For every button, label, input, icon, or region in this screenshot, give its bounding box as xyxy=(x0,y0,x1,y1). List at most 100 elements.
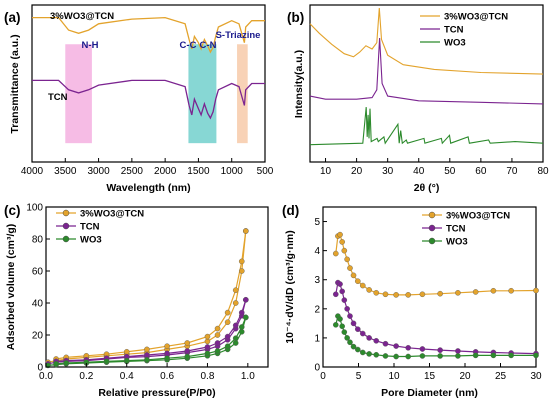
panel-d-ytick-label: 0 xyxy=(314,363,320,374)
panel-a-xtick-label: 2500 xyxy=(121,166,144,177)
panel-c-xtick-label: 1.0 xyxy=(241,371,255,382)
panel-c-ytick-label: 80 xyxy=(32,235,44,246)
psd-point-tcn xyxy=(373,338,380,344)
panel-c-xtick-label: 0.0 xyxy=(39,371,53,382)
band-s-triazine xyxy=(237,44,248,144)
psd-point-wo3 xyxy=(419,353,426,359)
psd-point-composite xyxy=(419,291,426,298)
isotherm-point-tcn xyxy=(204,344,211,350)
panel-d-xtick-label: 15 xyxy=(424,371,436,382)
psd-point-wo3 xyxy=(393,353,399,360)
panel-a: 4000 3500 3000 2500 2000 1500 1000 500 (a) Wave… xyxy=(4,4,274,194)
isotherm-point-composite xyxy=(123,348,130,355)
panel-a-ylabel: Transmittance (a.u.) xyxy=(9,34,21,133)
psd-point-composite xyxy=(354,278,361,284)
psd-point-tcn xyxy=(393,343,399,349)
panel-d-xtick-label: 20 xyxy=(459,371,471,382)
panel-a-xtick-label: 1000 xyxy=(221,166,244,177)
panel-c-xtick-label: 0.2 xyxy=(79,371,93,382)
panel-d-ytick-label: 3 xyxy=(314,275,320,286)
isotherm-point-wo3 xyxy=(238,324,245,330)
panel-c-legend-marker xyxy=(62,235,70,243)
isotherm-point-composite xyxy=(204,333,211,340)
isotherm-point-composite xyxy=(214,332,221,338)
panel-a-xtick-label: 3500 xyxy=(54,166,77,177)
panel-d-legend-marker xyxy=(428,224,436,232)
psd-point-wo3 xyxy=(490,352,497,359)
panel-c-xtick-label: 0.6 xyxy=(160,371,174,382)
panel-a-xtick-label: 3000 xyxy=(87,166,110,177)
isotherm-point-composite xyxy=(232,287,239,294)
panel-c-frame xyxy=(45,206,269,368)
psd-point-tcn xyxy=(405,344,412,351)
panel-a-label-composite: 3%WO3@TCN xyxy=(50,11,114,22)
panel-d-xtick-label: 0 xyxy=(320,371,326,382)
psd-point-wo3 xyxy=(405,353,412,360)
psd-point-tcn xyxy=(366,335,372,341)
psd-point-composite xyxy=(472,289,479,295)
isotherm-point-composite xyxy=(232,300,239,306)
isotherm-point-composite xyxy=(204,338,211,345)
panel-d-xtick-label: 5 xyxy=(356,371,362,382)
panel-c-ytick-label: 20 xyxy=(32,331,44,342)
panel-b-label: (b) xyxy=(287,10,304,25)
panel-d-ylabel: 10⁻⁴·dV/dD (cm³/g·nm) xyxy=(284,230,296,343)
panel-b-xtick-label: 50 xyxy=(444,166,456,177)
psd-point-wo3 xyxy=(366,351,372,357)
annotation-nh: N-H xyxy=(82,40,99,51)
psd-point-composite xyxy=(437,290,443,297)
isotherm-point-tcn xyxy=(214,340,221,346)
psd-point-tcn xyxy=(341,297,348,303)
panel-b-xtick-label: 20 xyxy=(351,166,363,177)
panel-d-label: (d) xyxy=(282,203,299,218)
isotherm-point-composite xyxy=(238,258,245,265)
panel-b-xtick-label: 10 xyxy=(320,166,332,177)
panel-d: 0 5 10 15 20 25 30 0 1 2 3 4 5 (d) Pore Diameter (nm… xyxy=(282,203,542,399)
psd-point-tcn xyxy=(382,340,389,347)
psd-point-wo3 xyxy=(472,352,479,359)
annotation-s-triazine: S-Triazine xyxy=(216,30,261,41)
psd-point-wo3 xyxy=(373,351,380,358)
isotherm-point-wo3 xyxy=(232,335,239,342)
isotherm-point-wo3 xyxy=(224,343,231,350)
panel-c-legend-label: 3%WO3@TCN xyxy=(80,209,144,220)
psd-point-wo3 xyxy=(437,353,443,359)
psd-point-wo3 xyxy=(332,322,339,328)
panel-b: 10 20 30 40 50 60 70 80 (b) 2θ (°) Intensity(a.… xyxy=(287,4,549,194)
panel-b-xtick-label: 70 xyxy=(506,166,518,177)
isotherm-point-wo3 xyxy=(204,350,211,357)
isotherm-point-composite xyxy=(238,268,245,274)
isotherm-point-wo3 xyxy=(214,348,221,354)
panel-c-ylabel: Adsorbed volume (cm³/g) xyxy=(5,224,17,351)
isotherm-point-tcn xyxy=(184,348,191,354)
isotherm-point-tcn xyxy=(238,309,245,316)
panel-b-xtick-label: 80 xyxy=(537,166,549,177)
psd-point-wo3 xyxy=(382,353,389,359)
psd-point-wo3 xyxy=(347,339,353,346)
isotherm-point-wo3 xyxy=(53,360,59,367)
psd-point-composite xyxy=(337,231,343,238)
panel-a-xtick-label: 2000 xyxy=(154,166,177,177)
psd-point-wo3 xyxy=(354,346,361,353)
psd-point-composite xyxy=(339,239,345,245)
panel-d-ytick-label: 5 xyxy=(314,217,320,228)
psd-point-wo3 xyxy=(350,343,357,350)
isotherm-point-tcn xyxy=(224,333,231,340)
panel-a-xtick-label: 4000 xyxy=(21,166,44,177)
panel-c-xlabel: Relative pressure(P/P0) xyxy=(98,387,215,399)
psd-point-composite xyxy=(490,287,497,294)
psd-point-tcn xyxy=(419,346,426,352)
psd-point-tcn xyxy=(354,326,361,332)
psd-point-wo3 xyxy=(533,352,539,359)
psd-point-composite xyxy=(382,291,389,298)
psd-point-tcn xyxy=(359,330,366,337)
isotherm-point-tcn xyxy=(232,322,239,329)
psd-point-composite xyxy=(359,282,366,289)
psd-point-composite xyxy=(405,292,412,298)
panel-d-legend-label: 3%WO3@TCN xyxy=(446,211,510,222)
isotherm-point-tcn xyxy=(144,352,150,358)
psd-point-wo3 xyxy=(339,323,345,330)
panel-d-ytick-label: 2 xyxy=(314,304,320,315)
